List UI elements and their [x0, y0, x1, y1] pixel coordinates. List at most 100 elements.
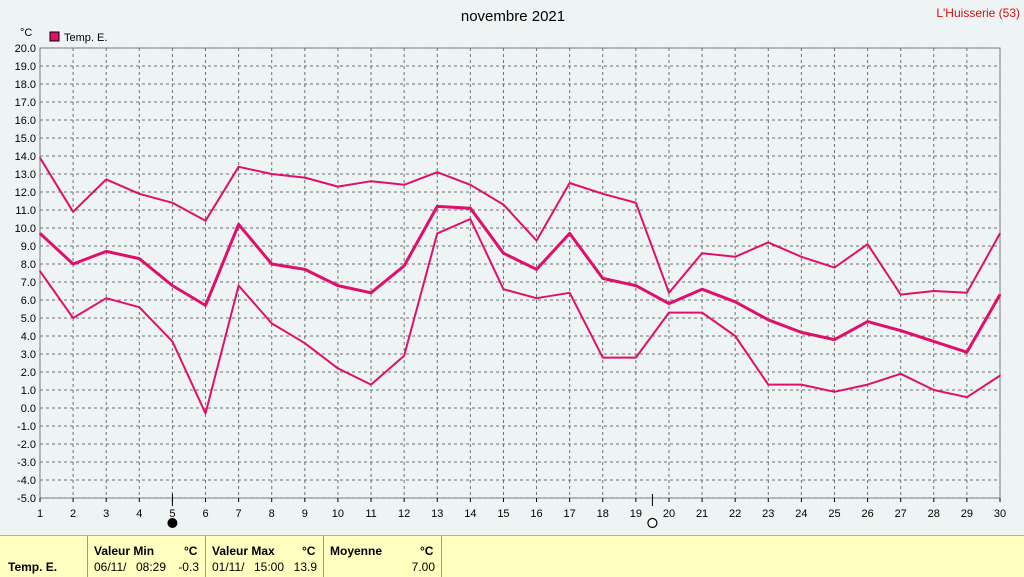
- chart-title: novembre 2021: [461, 8, 565, 25]
- data-point: [105, 178, 108, 181]
- data-point: [999, 293, 1001, 296]
- temperature-chart: novembre 2021 L'Huisserie (53) °C Temp. …: [15, 6, 1020, 529]
- y-tick-label: 18.0: [15, 79, 36, 91]
- data-point: [337, 185, 339, 188]
- max-header: Valeur Max: [212, 544, 275, 558]
- grid: [39, 47, 1001, 499]
- data-point: [436, 205, 439, 208]
- y-tick-label: 5.0: [21, 313, 36, 325]
- data-point: [403, 355, 405, 357]
- data-point: [734, 301, 736, 303]
- data-point: [833, 338, 836, 341]
- y-tick-label: 10.0: [15, 223, 36, 235]
- series-min-line: [39, 218, 1001, 415]
- data-point: [270, 322, 273, 325]
- new-moon-icon: [167, 518, 178, 528]
- x-tick-label: 28: [928, 508, 940, 520]
- y-tick-label: 9.0: [21, 241, 36, 253]
- data-point: [966, 396, 968, 399]
- x-tick-label: 7: [236, 508, 242, 520]
- data-point: [701, 288, 703, 291]
- data-point: [502, 203, 505, 206]
- data-point: [866, 243, 869, 245]
- min-time: 08:29: [136, 560, 167, 574]
- data-point: [204, 412, 207, 415]
- y-tick-label: -1.0: [17, 421, 36, 433]
- x-tick-label: 1: [37, 508, 43, 520]
- x-tick-label: 17: [564, 508, 576, 520]
- min-date: 06/11/: [94, 560, 127, 574]
- x-tick-label: 29: [961, 508, 973, 520]
- data-point: [767, 319, 770, 321]
- min-value: -0.3: [178, 560, 199, 574]
- data-point: [72, 263, 74, 265]
- data-point: [370, 383, 372, 386]
- moon-phases: [167, 494, 658, 529]
- data-point: [535, 239, 538, 242]
- y-tick-label: 12.0: [15, 187, 36, 199]
- legend-swatch: [49, 31, 60, 42]
- data-point: [899, 373, 902, 375]
- data-point: [304, 268, 306, 271]
- max-value: 13.9: [293, 560, 317, 574]
- data-point: [270, 173, 273, 175]
- data-point: [601, 277, 604, 280]
- min-unit: °C: [184, 544, 198, 558]
- data-point: [469, 184, 472, 186]
- data-point: [734, 255, 736, 258]
- data-point: [833, 266, 836, 269]
- data-point: [370, 292, 372, 294]
- y-tick-label: 8.0: [21, 259, 36, 271]
- data-point: [800, 331, 803, 334]
- data-point: [701, 252, 703, 254]
- data-point: [138, 193, 141, 195]
- data-point: [568, 182, 571, 184]
- data-point: [668, 292, 670, 294]
- data-point: [39, 232, 41, 235]
- series-lines: [38, 157, 1002, 415]
- data-point: [635, 284, 637, 287]
- data-point: [535, 297, 538, 300]
- data-point: [866, 320, 869, 323]
- data-point: [767, 241, 770, 244]
- y-tick-label: 3.0: [21, 349, 36, 361]
- data-point: [105, 250, 108, 253]
- summary-row-label-cell: Temp. E.: [0, 536, 88, 577]
- data-point: [138, 306, 141, 309]
- series-avg-line: [38, 204, 1002, 354]
- x-tick-label: 30: [994, 508, 1006, 520]
- y-tick-label: 14.0: [15, 151, 36, 163]
- data-point: [932, 389, 935, 391]
- data-point: [204, 304, 207, 307]
- data-point: [39, 157, 41, 159]
- x-tick-label: 23: [762, 508, 774, 520]
- data-point: [899, 329, 902, 332]
- x-tick-label: 9: [302, 508, 308, 520]
- data-point: [237, 166, 240, 168]
- x-tick-label: 11: [365, 508, 376, 520]
- data-point: [304, 342, 306, 345]
- data-point: [469, 207, 472, 209]
- data-point: [171, 202, 174, 204]
- y-tick-label: 0.0: [21, 403, 36, 415]
- y-tick-label: -5.0: [17, 493, 36, 505]
- summary-max-cell: Valeur Max °C 01/11/ 15:00 13.9: [206, 536, 324, 577]
- data-point: [436, 171, 439, 173]
- data-point: [270, 263, 273, 265]
- data-point: [370, 180, 372, 182]
- data-point: [403, 265, 405, 267]
- x-tick-label: 3: [103, 508, 109, 520]
- data-point: [866, 383, 869, 386]
- data-point: [800, 255, 803, 258]
- x-tick-label: 2: [70, 508, 76, 520]
- data-point: [932, 290, 935, 292]
- plot-frame: [39, 47, 1001, 499]
- min-header: Valeur Min: [94, 544, 155, 558]
- data-point: [72, 317, 74, 319]
- data-point: [237, 223, 240, 226]
- x-tick-label: 6: [202, 508, 208, 520]
- data-point: [171, 340, 174, 343]
- data-point: [237, 284, 240, 287]
- x-tick-label: 24: [795, 508, 807, 520]
- data-point: [469, 218, 472, 220]
